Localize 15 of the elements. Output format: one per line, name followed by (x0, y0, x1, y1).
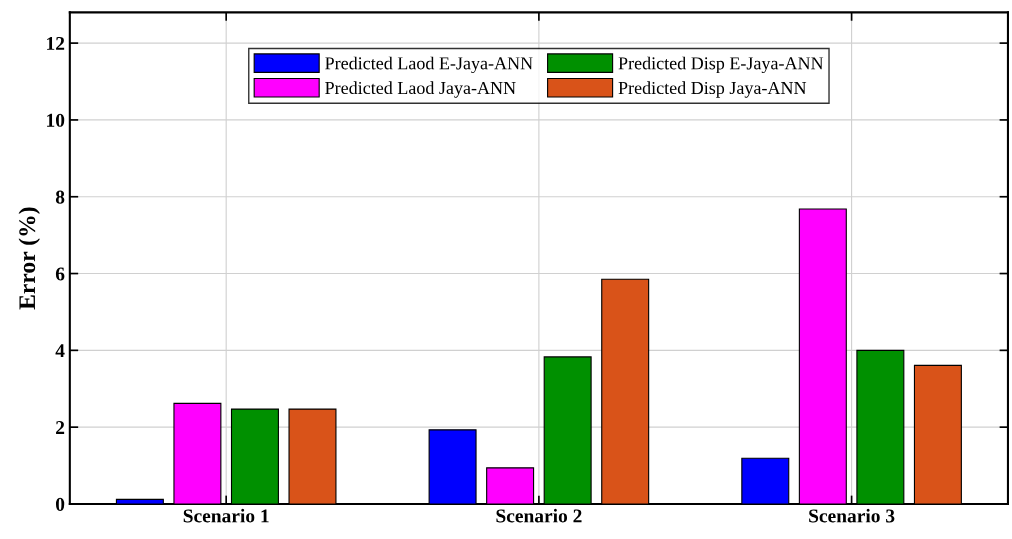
y-tick-label: 0 (55, 497, 65, 511)
legend-label: Predicted Disp Jaya-ANN (618, 81, 807, 98)
x-tick-label: Scenario 2 (496, 508, 582, 523)
x-tick-label: Scenario 3 (809, 508, 895, 523)
y-tick-label: 10 (47, 113, 65, 127)
y-axis-title: Error (%) (18, 207, 40, 310)
legend-label: Predicted Laod Jaya-ANN (325, 81, 516, 98)
y-tick-label: 6 (55, 267, 65, 281)
y-tick-label: 12 (47, 36, 65, 50)
y-tick-label: 2 (56, 421, 65, 434)
legend-label: Predicted Disp E-Jaya-ANN (618, 56, 824, 74)
y-tick-label: 4 (55, 344, 65, 358)
legend-label: Predicted Laod E-Jaya-ANN (325, 56, 533, 74)
y-tick-label: 8 (55, 190, 65, 204)
x-tick-label: Scenario 1 (183, 508, 269, 523)
